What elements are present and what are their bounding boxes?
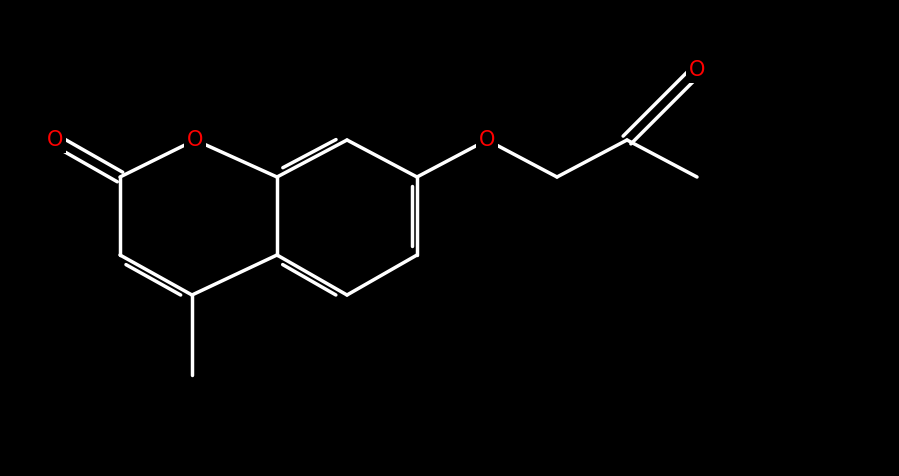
Text: O: O (47, 130, 63, 150)
Text: O: O (187, 130, 203, 150)
Text: O: O (689, 60, 705, 80)
Text: O: O (479, 130, 495, 150)
